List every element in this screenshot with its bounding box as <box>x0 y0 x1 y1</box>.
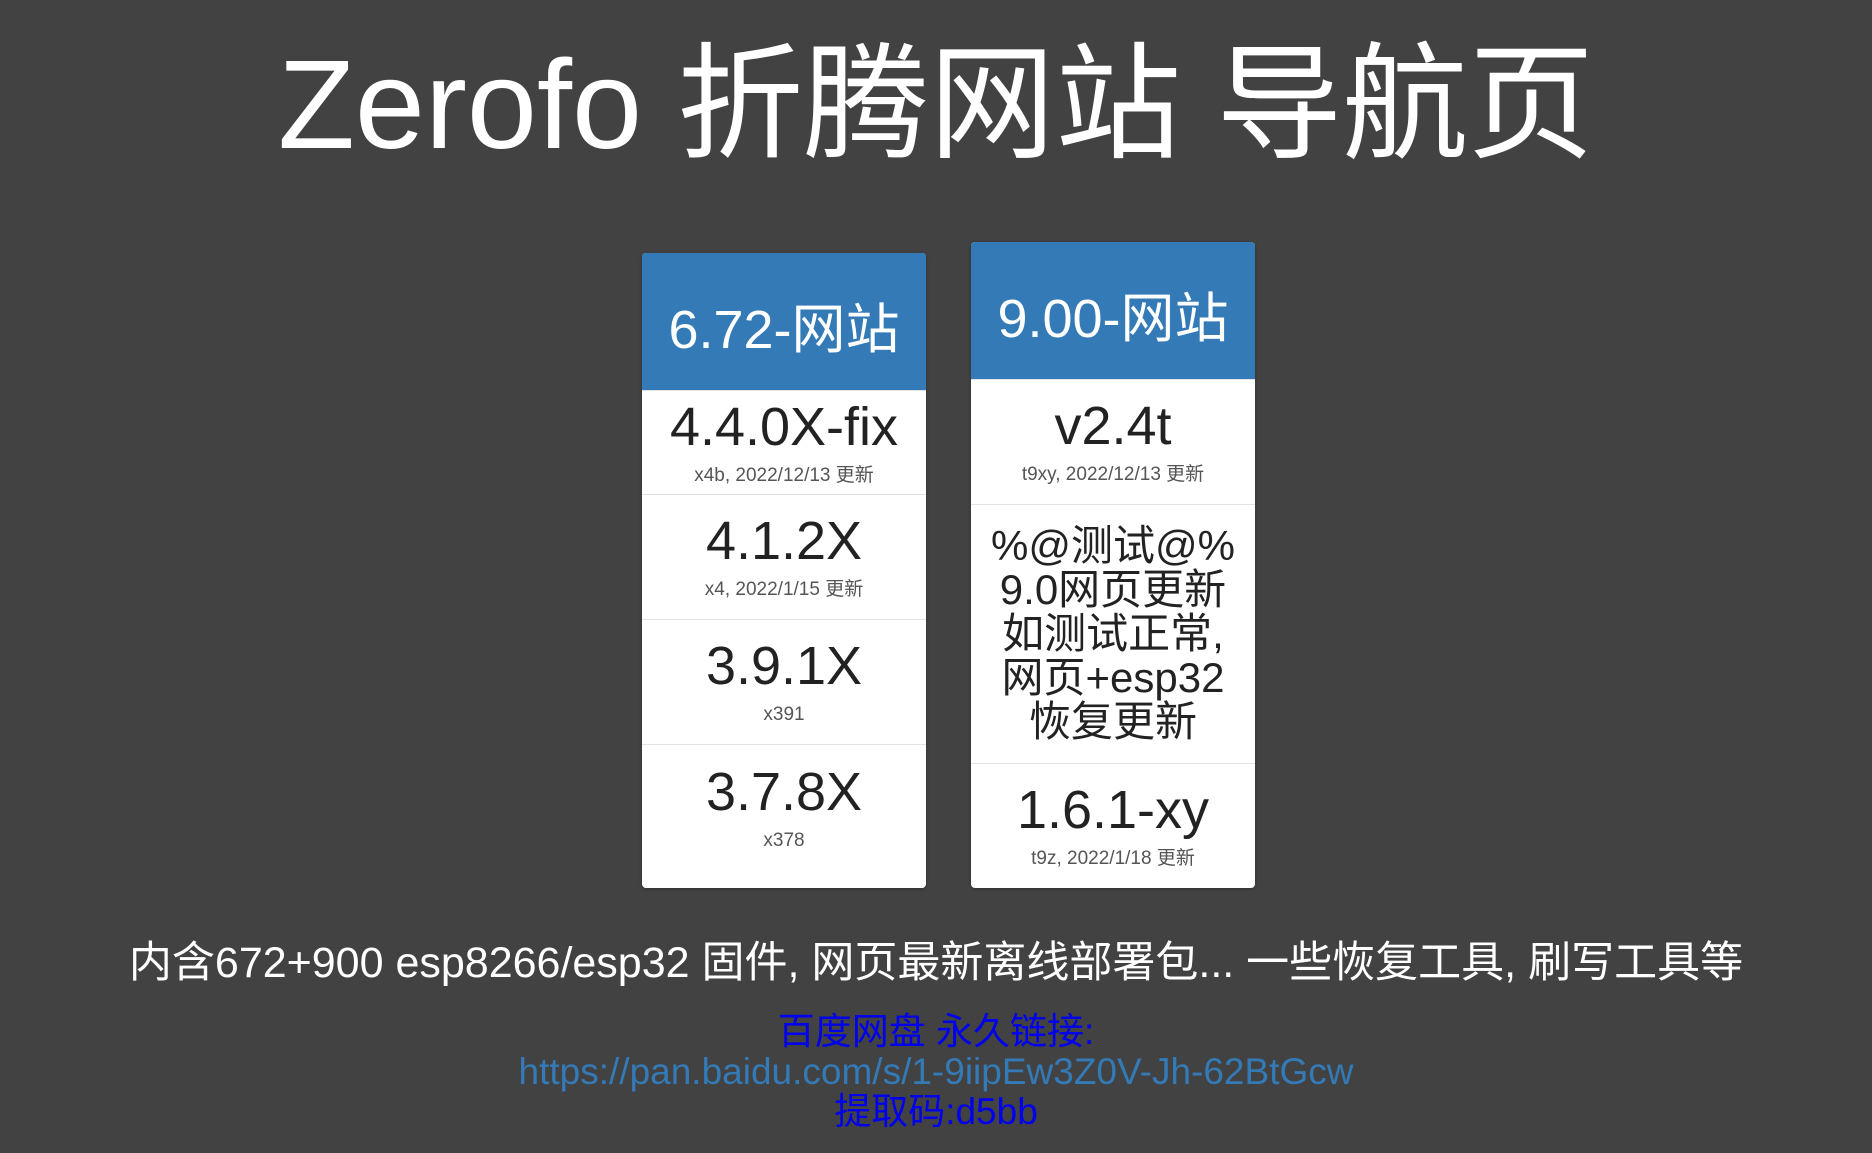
footer-description: 内含672+900 esp8266/esp32 固件, 网页最新离线部署包...… <box>128 939 1744 987</box>
list-item-4-4-0x-fix[interactable]: 4.4.0X-fix x4b, 2022/12/13 更新 <box>642 390 926 494</box>
card-header-900[interactable]: 9.00-网站 <box>971 242 1255 379</box>
list-item-3-9-1x[interactable]: 3.9.1X x391 <box>642 619 926 744</box>
item-title: 4.4.0X-fix <box>669 396 899 457</box>
list-item-v2-4t[interactable]: v2.4t t9xy, 2022/12/13 更新 <box>971 379 1255 504</box>
card-900: 9.00-网站 v2.4t t9xy, 2022/12/13 更新 %@测试@%… <box>971 242 1255 888</box>
item-subtitle: x4b, 2022/12/13 更新 <box>694 464 874 486</box>
baidu-pan-url-link[interactable]: https://pan.baidu.com/s/1-9iipEw3Z0V-Jh-… <box>518 1051 1354 1092</box>
item-title: 3.7.8X <box>705 761 863 822</box>
item-title: v2.4t <box>1054 396 1172 456</box>
list-item-1-6-1-xy[interactable]: 1.6.1-xy t9z, 2022/1/18 更新 <box>971 763 1255 888</box>
item-title: 3.9.1X <box>705 636 863 696</box>
item-subtitle: x391 <box>763 704 805 725</box>
list-item-4-1-2x[interactable]: 4.1.2X x4, 2022/1/15 更新 <box>642 494 926 619</box>
item-subtitle: x378 <box>763 829 805 851</box>
item-subtitle: t9xy, 2022/12/13 更新 <box>1021 464 1205 485</box>
item-title: 1.6.1-xy <box>1016 780 1210 840</box>
card-672: 6.72-网站 4.4.0X-fix x4b, 2022/12/13 更新 4.… <box>642 253 926 888</box>
list-item-3-7-8x[interactable]: 3.7.8X x378 <box>642 744 926 870</box>
page-title: Zerofo 折腾网站 导航页 <box>277 34 1595 175</box>
download-links: 百度网盘 永久链接: https://pan.baidu.com/s/1-9ii… <box>0 1012 1872 1132</box>
item-subtitle: x4, 2022/1/15 更新 <box>704 579 864 600</box>
card-header-672[interactable]: 6.72-网站 <box>642 253 926 390</box>
item-title: 4.1.2X <box>705 511 863 571</box>
baidu-pan-link-label[interactable]: 百度网盘 永久链接: <box>777 1011 1095 1052</box>
extraction-code[interactable]: 提取码:d5bb <box>834 1091 1038 1132</box>
list-item-test-notice[interactable]: %@测试@% 9.0网页更新 如测试正常, 网页+esp32 恢复更新 <box>971 504 1255 763</box>
item-subtitle: t9z, 2022/1/18 更新 <box>1031 848 1195 869</box>
item-notice-text: %@测试@% 9.0网页更新 如测试正常, 网页+esp32 恢复更新 <box>991 522 1235 745</box>
